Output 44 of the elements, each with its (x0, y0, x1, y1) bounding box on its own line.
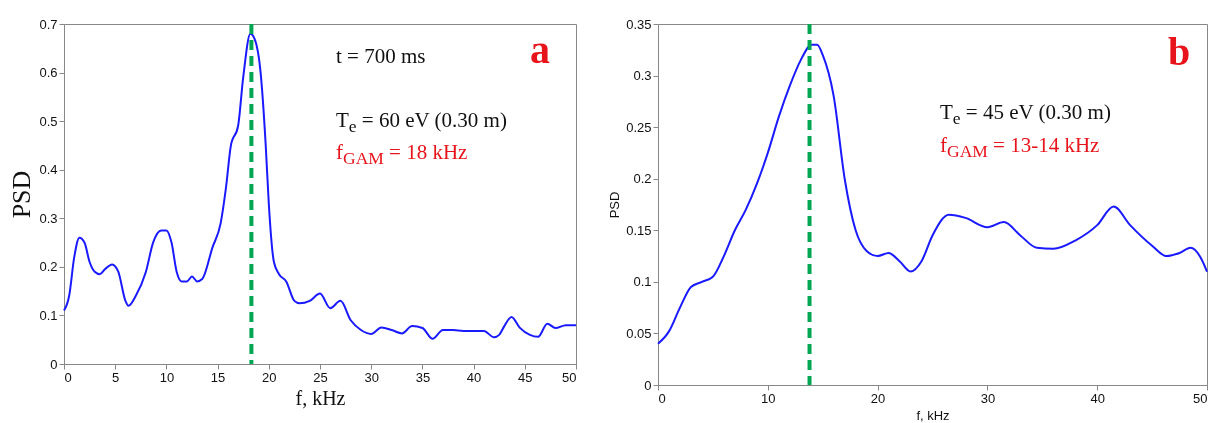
y-tick-label: 0.05 (626, 325, 652, 341)
y-tick-label: 0.15 (626, 222, 652, 238)
x-tick-label: 50 (1193, 390, 1208, 406)
y-tick-label: 0.1 (633, 274, 652, 290)
annotation: f$_{GAM}$ = 18 kHz (336, 140, 468, 170)
y-axis-title: PSD (7, 170, 37, 219)
y-tick-label: 0.3 (633, 68, 652, 84)
y-tick-label: 0.5 (39, 113, 58, 129)
y-tick-label: 0.3 (39, 210, 58, 226)
x-tick-label: 30 (364, 369, 379, 385)
annotation: t = 700 ms (336, 44, 426, 69)
x-tick-label: 20 (262, 369, 277, 385)
x-axis-title: f, kHz (916, 407, 950, 423)
y-tick-label: 0.1 (39, 307, 58, 323)
x-tick-label: 25 (313, 369, 328, 385)
x-tick-label: 45 (518, 369, 533, 385)
x-axis-title: f, kHz (295, 386, 346, 409)
annotation: T$_{e}$ = 45 eV (0.30 m) (940, 100, 1111, 130)
annotation: a (530, 27, 550, 72)
y-tick-label: 0.35 (626, 16, 652, 32)
y-tick-label: 0.4 (39, 162, 58, 178)
x-tick-label: 40 (466, 369, 482, 385)
y-tick-label: 0.2 (633, 171, 652, 187)
y-tick-label: 0.2 (39, 259, 58, 275)
y-tick-label: 0.25 (626, 119, 652, 135)
line-series (63, 32, 577, 340)
x-tick-label: 35 (415, 369, 431, 385)
y-tick-label: 0.7 (39, 16, 58, 32)
y-tick-label: 0.6 (39, 65, 58, 81)
annotation: T$_{e}$ = 60 eV (0.30 m) (336, 108, 507, 138)
x-tick-label: 0 (658, 390, 666, 406)
y-axis-title: PSD (607, 191, 623, 219)
x-tick-label: 30 (980, 390, 996, 406)
annotation: b (1168, 29, 1191, 74)
x-tick-label: 10 (159, 369, 175, 385)
x-tick-label: 15 (210, 369, 226, 385)
x-tick-label: 50 (562, 369, 577, 385)
x-tick-label: 40 (1090, 390, 1105, 406)
y-tick-label: 0 (50, 356, 58, 372)
x-tick-label: 20 (870, 390, 886, 406)
x-tick-label: 0 (64, 369, 72, 385)
annotation: f$_{GAM}$ = 13-14 kHz (940, 133, 1100, 163)
x-tick-label: 5 (112, 369, 120, 385)
x-tick-label: 10 (761, 390, 776, 406)
